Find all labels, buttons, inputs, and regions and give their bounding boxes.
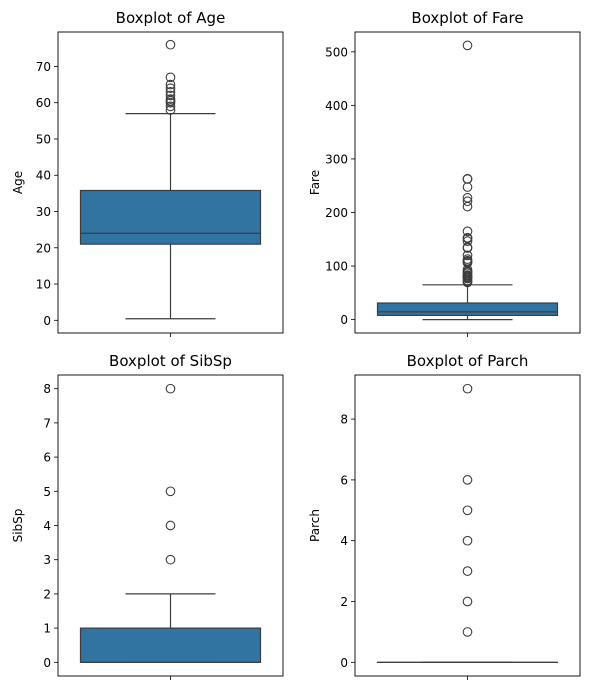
y-tick-label: 8	[340, 413, 348, 427]
y-tick-label: 50	[36, 132, 51, 146]
y-tick-label: 2	[43, 587, 51, 601]
outlier-point	[462, 566, 473, 576]
outlier-point	[165, 90, 176, 101]
subplot-title: Boxplot of Parch	[407, 352, 529, 370]
outlier-point	[462, 254, 473, 264]
y-tick-label: 0	[43, 314, 51, 328]
outlier-point	[165, 101, 176, 112]
y-tick-label: 7	[43, 416, 51, 430]
axes-frame	[57, 374, 284, 677]
y-tick-label: 40	[36, 169, 51, 183]
y-axis-label: SibSp	[11, 509, 25, 543]
subplot-title: Boxplot of Age	[116, 9, 226, 27]
outlier-point	[462, 232, 473, 243]
outlier-point	[462, 383, 473, 394]
y-tick-label: 8	[43, 382, 51, 396]
y-tick-label: 100	[325, 260, 348, 274]
outlier-point	[462, 226, 473, 237]
y-axis-label: Parch	[308, 509, 322, 542]
outlier-point	[462, 505, 473, 516]
y-tick-label: 4	[340, 534, 348, 548]
y-tick-label: 200	[325, 206, 348, 220]
axes-frame	[354, 31, 581, 334]
outlier-point	[165, 86, 176, 97]
y-tick-label: 20	[36, 241, 51, 255]
outlier-point	[462, 192, 473, 203]
axes-frame	[354, 374, 581, 677]
outlier-point	[462, 40, 473, 51]
outlier-point	[462, 173, 473, 184]
subplot-title: Boxplot of Fare	[411, 9, 523, 27]
y-tick-label: 5	[43, 485, 51, 499]
subplot-2: Boxplot of Fare Fare 0 100 200 300 400 500	[308, 9, 581, 337]
y-tick-label: 10	[36, 278, 51, 292]
y-tick-label: 70	[36, 60, 51, 74]
outlier-point	[165, 79, 176, 90]
y-tick-label: 0	[340, 656, 348, 670]
outlier-point	[165, 486, 176, 497]
outlier-point	[165, 94, 176, 104]
outlier-point	[165, 72, 176, 83]
y-tick-label: 30	[36, 205, 51, 219]
outlier-point	[462, 627, 473, 637]
outlier-point	[462, 535, 473, 546]
subplot-4: Boxplot of Parch Parch 0 2 4 6 8	[308, 352, 581, 680]
y-tick-label: 500	[325, 45, 348, 59]
y-tick-label: 0	[43, 656, 51, 670]
y-axis-label: Age	[11, 171, 25, 194]
axes-frame	[57, 31, 284, 334]
outlier-point	[165, 554, 176, 565]
y-tick-label: 1	[43, 622, 51, 636]
subplot-3: Boxplot of SibSp SibSp 0 1 2 3 4 5 6 7 8	[11, 352, 284, 680]
y-tick-label: 6	[43, 451, 51, 465]
iqr-box	[376, 302, 559, 316]
outlier-point	[462, 596, 473, 607]
y-tick-label: 0	[340, 313, 348, 327]
outlier-point	[165, 383, 176, 394]
outlier-point	[165, 83, 176, 94]
subplot-title: Boxplot of SibSp	[109, 352, 232, 370]
iqr-box	[79, 627, 262, 663]
outlier-point	[165, 520, 176, 531]
outlier-point	[462, 196, 473, 207]
outlier-point	[462, 236, 473, 246]
y-tick-label: 60	[36, 96, 51, 110]
y-tick-label: 2	[340, 595, 348, 609]
subplot-1: Boxplot of Age Age 0 10 20 30 40 50 60 70	[11, 9, 284, 337]
y-tick-label: 400	[325, 99, 348, 113]
outlier-point	[165, 39, 176, 50]
iqr-box	[79, 189, 262, 245]
y-tick-label: 3	[43, 553, 51, 567]
outlier-point	[462, 250, 473, 261]
y-tick-label: 4	[43, 519, 51, 533]
outlier-point	[462, 475, 473, 485]
outlier-point	[462, 182, 473, 192]
y-tick-label: 6	[340, 473, 348, 487]
y-axis-label: Fare	[308, 170, 322, 195]
y-tick-label: 300	[325, 152, 348, 166]
